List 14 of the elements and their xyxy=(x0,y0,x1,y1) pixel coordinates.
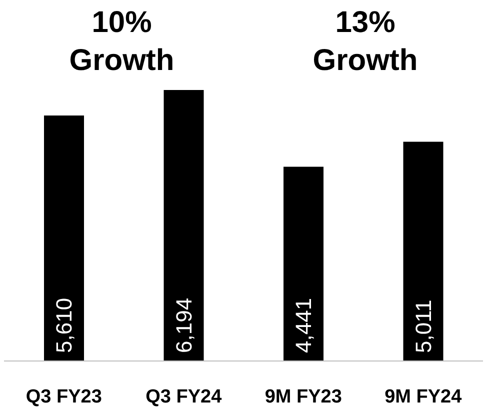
bar xyxy=(164,90,204,361)
data-label: 4,441 xyxy=(291,298,316,353)
text: 13% Growth xyxy=(312,5,419,79)
x-tick-label: 9M FY24 xyxy=(384,386,462,408)
bar xyxy=(403,142,444,361)
x-tick-label: Q3 FY24 xyxy=(146,386,222,408)
data-label: 5,610 xyxy=(52,298,76,353)
x-tick-label: 9M FY23 xyxy=(264,386,342,408)
data-label: 5,011 xyxy=(410,300,436,353)
text: 10% Growth xyxy=(68,5,176,79)
data-label: 6,194 xyxy=(171,298,196,353)
bar xyxy=(284,166,324,361)
bar xyxy=(44,116,84,361)
x-tick-label: Q3 FY23 xyxy=(26,386,102,408)
